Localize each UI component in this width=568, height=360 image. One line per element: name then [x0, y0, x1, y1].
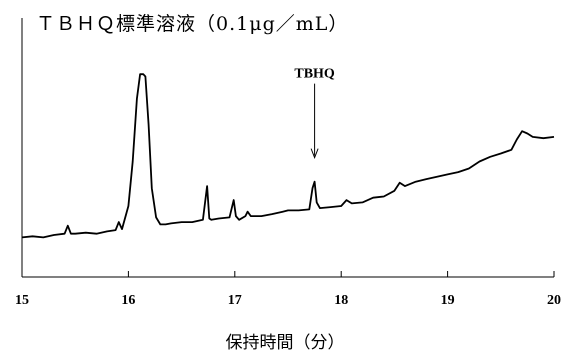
series-line: [21, 73, 555, 239]
x-tick-label: 15: [15, 293, 29, 308]
x-tick-labels: 15 16 17 18 19 20: [15, 293, 561, 308]
x-tick-label: 17: [228, 293, 242, 308]
annotation-label: TBHQ: [294, 67, 335, 82]
x-ticks: [21, 271, 555, 277]
x-tick-label: 20: [547, 293, 561, 308]
x-axis-label: 保持時間（分）: [226, 333, 345, 353]
annotation-arrowhead: [310, 148, 319, 160]
x-tick-label: 16: [121, 293, 135, 308]
chart-title: ＴＢＨＱ標準溶液（0.1μg／mL）: [36, 13, 348, 35]
annotations: TBHQ: [294, 67, 335, 160]
x-tick-label: 18: [334, 293, 348, 308]
x-tick-label: 19: [441, 293, 455, 308]
